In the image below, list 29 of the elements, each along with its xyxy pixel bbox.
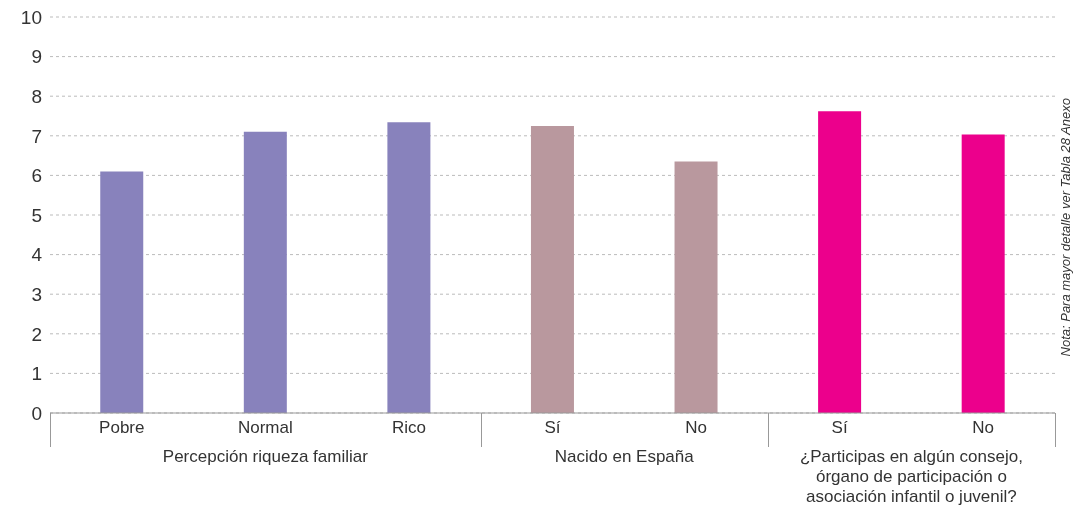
- y-tick-label: 6: [31, 165, 42, 187]
- bar: [818, 111, 862, 413]
- x-tick-label: No: [972, 418, 995, 438]
- y-tick-label: 0: [31, 402, 42, 424]
- x-tick-label: Normal: [237, 418, 293, 438]
- y-tick-label: 9: [31, 46, 42, 68]
- y-tick-label: 10: [20, 6, 42, 28]
- y-tick-label: 2: [31, 323, 42, 345]
- y-tick-label: 3: [31, 283, 42, 305]
- bar: [387, 122, 431, 413]
- text: ¿Participas en algún consejo, órgano de participación o asociación infantil o juvenil?: [798, 447, 1024, 507]
- y-tick-label: 1: [31, 363, 42, 385]
- x-tick-label: Pobre: [99, 418, 145, 438]
- bar: [243, 131, 287, 413]
- y-tick-label: 8: [31, 85, 42, 107]
- text: Nota: Para mayor detalle ver Tabla 28 Anexo: [1058, 98, 1073, 357]
- text: Nacido en España: [554, 447, 694, 467]
- bar: [100, 171, 144, 413]
- x-tick-label: Sí: [544, 418, 561, 438]
- text: Percepción riqueza familiar: [162, 447, 368, 467]
- x-tick-label: No: [685, 418, 707, 438]
- y-tick-label: 7: [31, 125, 42, 147]
- y-tick-label: 4: [31, 244, 43, 266]
- x-tick-label: Sí: [831, 418, 848, 438]
- bar: [674, 161, 718, 413]
- y-tick-label: 5: [31, 204, 42, 226]
- x-tick-label: Rico: [391, 418, 426, 438]
- bar: [530, 125, 574, 413]
- bar: [961, 134, 1005, 413]
